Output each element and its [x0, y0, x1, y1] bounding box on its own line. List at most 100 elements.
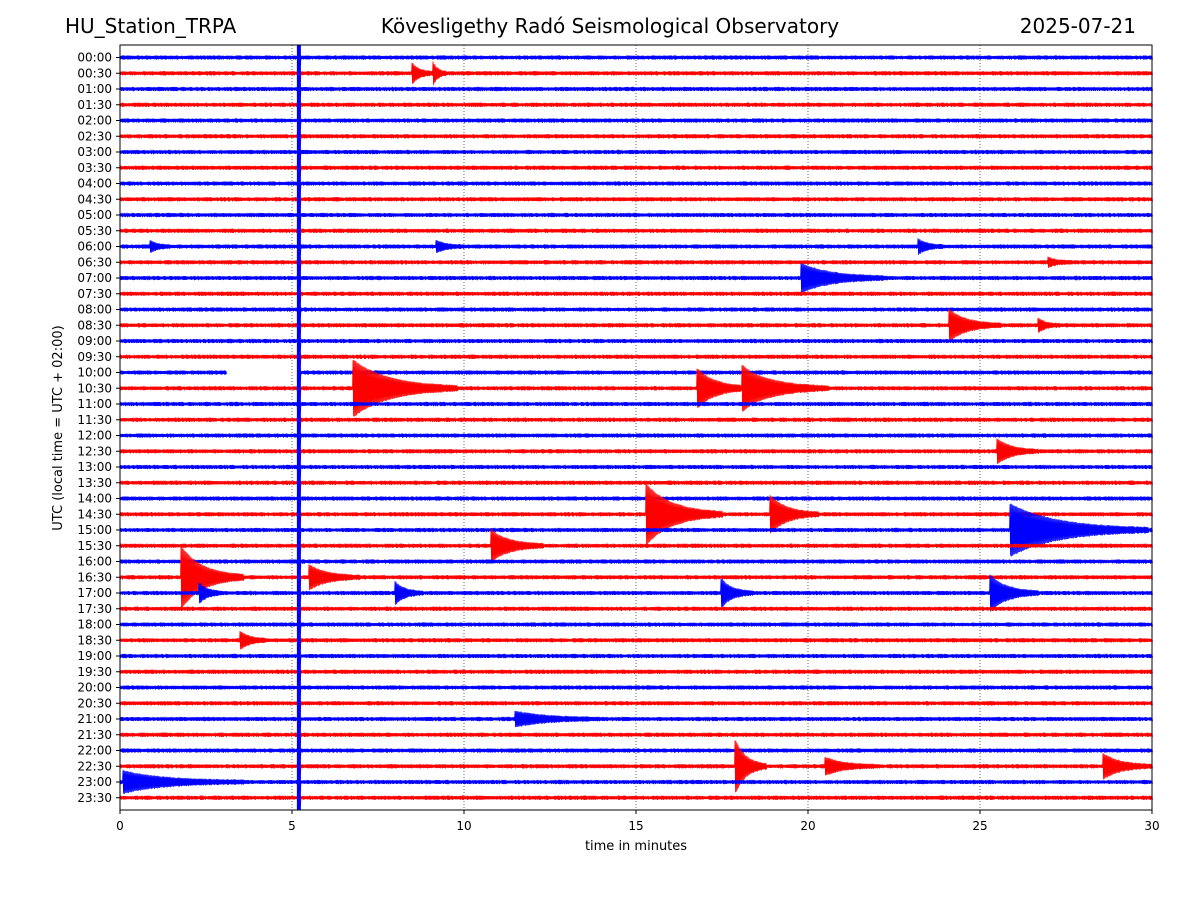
x-tick-label: 25 [972, 819, 987, 833]
trace-0500 [119, 206, 1153, 224]
trace-2000 [119, 678, 1153, 697]
trace-0130 [119, 95, 1153, 114]
y-tick-label: 07:30 [77, 287, 112, 301]
y-tick-label: 23:00 [77, 775, 112, 789]
trace-1000 [119, 370, 227, 375]
y-tick-label: 11:30 [77, 413, 112, 427]
y-tick-label: 19:00 [77, 649, 112, 663]
y-tick-label: 21:00 [77, 712, 112, 726]
trace-2130 [119, 725, 1153, 744]
y-tick-label: 12:30 [77, 444, 112, 458]
trace-0430 [119, 190, 1153, 208]
y-tick-label: 13:00 [77, 460, 112, 474]
y-tick-label: 14:00 [77, 492, 112, 506]
trace-0730 [119, 284, 1153, 303]
y-tick-label: 13:30 [77, 476, 112, 490]
grid-lines [119, 45, 1153, 810]
x-tick-label: 30 [1144, 819, 1159, 833]
trace-0900 [119, 332, 1153, 350]
y-tick-label: 03:00 [77, 145, 112, 159]
trace-1130 [119, 411, 1153, 429]
y-tick-label: 15:00 [77, 523, 112, 537]
trace-1900 [119, 647, 1153, 665]
trace-1200 [119, 426, 1153, 445]
y-tick-label: 01:30 [77, 98, 112, 112]
station-name: HU_Station_TRPA [65, 14, 237, 38]
trace-1400 [119, 489, 1153, 508]
trace-1500 [119, 503, 1153, 557]
y-tick-label: 21:30 [77, 728, 112, 742]
y-tick-label: 08:00 [77, 303, 112, 317]
y-tick-label: 23:30 [77, 791, 112, 805]
y-tick-label: 20:00 [77, 681, 112, 695]
trace-1330 [119, 473, 1153, 492]
y-tick-label: 01:00 [77, 82, 112, 96]
x-tick-label: 0 [116, 819, 124, 833]
trace-0800 [119, 300, 1153, 319]
y-tick-label: 04:00 [77, 177, 112, 191]
y-tick-label: 22:00 [77, 744, 112, 758]
trace-2230 [119, 740, 1153, 793]
y-tick-label: 14:30 [77, 507, 112, 521]
chart-date: 2025-07-21 [1019, 14, 1136, 38]
trace-2200 [119, 741, 1153, 760]
y-tick-label: 09:00 [77, 334, 112, 348]
trace-0830 [119, 308, 1153, 342]
trace-0530 [119, 222, 1153, 240]
trace-2100 [119, 710, 1153, 728]
trace-1630 [119, 546, 1153, 609]
y-tick-label: 00:30 [77, 66, 112, 80]
trace-0700 [119, 263, 1153, 293]
y-axis-label: UTC (local time = UTC + 02:00) [51, 325, 66, 530]
trace-0100 [119, 80, 1153, 98]
x-tick-label: 20 [800, 819, 815, 833]
x-axis-label: time in minutes [585, 839, 687, 854]
y-tick-label: 05:00 [77, 208, 112, 222]
y-tick-label: 17:00 [77, 586, 112, 600]
chart-title: Kövesligethy Radó Seismological Observat… [380, 14, 840, 38]
y-tick-label: 12:00 [77, 429, 112, 443]
trace-0930 [119, 348, 1153, 366]
y-tick-label: 19:30 [77, 665, 112, 679]
y-tick-label: 20:30 [77, 696, 112, 710]
trace-1430 [119, 484, 1153, 545]
y-tick-label: 10:00 [77, 366, 112, 380]
trace-1230 [119, 438, 1153, 465]
trace-0300 [119, 143, 1153, 161]
x-axis: 0 5 10 15 20 25 30 [116, 810, 1160, 833]
trace-0630 [119, 253, 1153, 272]
y-tick-label: 09:30 [77, 350, 112, 364]
trace-1100 [119, 395, 1153, 413]
y-tick-label: 11:00 [77, 397, 112, 411]
x-tick-label: 15 [628, 819, 643, 833]
y-tick-label: 16:00 [77, 555, 112, 569]
y-tick-label: 22:30 [77, 759, 112, 773]
y-tick-label: 17:30 [77, 602, 112, 616]
trace-0330 [119, 159, 1153, 177]
y-tick-label: 02:30 [77, 129, 112, 143]
y-tick-label: 04:30 [77, 192, 112, 206]
y-tick-label: 18:00 [77, 618, 112, 632]
x-tick-label: 5 [288, 819, 296, 833]
y-tick-label: 02:00 [77, 114, 112, 128]
y-tick-label: 15:30 [77, 539, 112, 553]
trace-1800 [119, 615, 1153, 634]
trace-1030 [119, 360, 1153, 417]
y-tick-label: 08:30 [77, 318, 112, 332]
x-tick-label: 10 [456, 819, 471, 833]
trace-1600 [119, 552, 1153, 571]
trace-1830 [119, 631, 1153, 650]
y-tick-label: 16:30 [77, 570, 112, 584]
y-tick-label: 10:30 [77, 381, 112, 395]
trace-2300 [119, 770, 1153, 794]
trace-0000 [119, 48, 1153, 67]
y-tick-label: 18:30 [77, 633, 112, 647]
y-tick-label: 05:30 [77, 224, 112, 238]
trace-0030 [119, 61, 1153, 86]
trace-0230 [119, 127, 1153, 145]
y-tick-label: 00:00 [77, 51, 112, 65]
y-tick-label: 03:30 [77, 161, 112, 175]
trace-1530 [119, 529, 1153, 563]
y-tick-label: 07:00 [77, 271, 112, 285]
